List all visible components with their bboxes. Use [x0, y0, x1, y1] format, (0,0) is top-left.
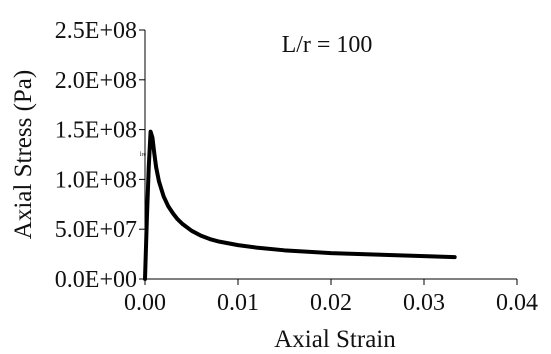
y-tick-label: 1.0E+08	[55, 167, 137, 193]
y-tick-label: 5.0E+07	[55, 217, 137, 243]
chart-annotation: L/r = 100	[282, 32, 373, 58]
x-tick-label: 0.03	[403, 290, 445, 316]
x-tick-label: 0.00	[124, 290, 166, 316]
y-tick-label: 1.5E+08	[55, 118, 137, 144]
y-tick-label: 2.5E+08	[55, 18, 137, 44]
y-axis-title: Axial Stress (Pa)	[10, 70, 37, 239]
y-tick-label: 2.0E+08	[55, 68, 137, 94]
x-tick-label: 0.02	[310, 290, 352, 316]
series-line	[143, 129, 457, 281]
small-mark-text: lre	[140, 152, 147, 158]
x-tick-label: 0.04	[496, 290, 538, 316]
x-axis-title: Axial Strain	[274, 326, 396, 353]
x-tick-label: 0.01	[217, 290, 259, 316]
y-axis-ticks: 0.0E+00 5.0E+07 1.0E+08 1.5E+08 2.0E+08 2.5E+…	[55, 18, 145, 293]
y-tick-label: 0.0E+00	[55, 267, 137, 293]
x-axis-ticks: 0.00 0.01 0.02 0.03 0.04	[124, 279, 538, 316]
